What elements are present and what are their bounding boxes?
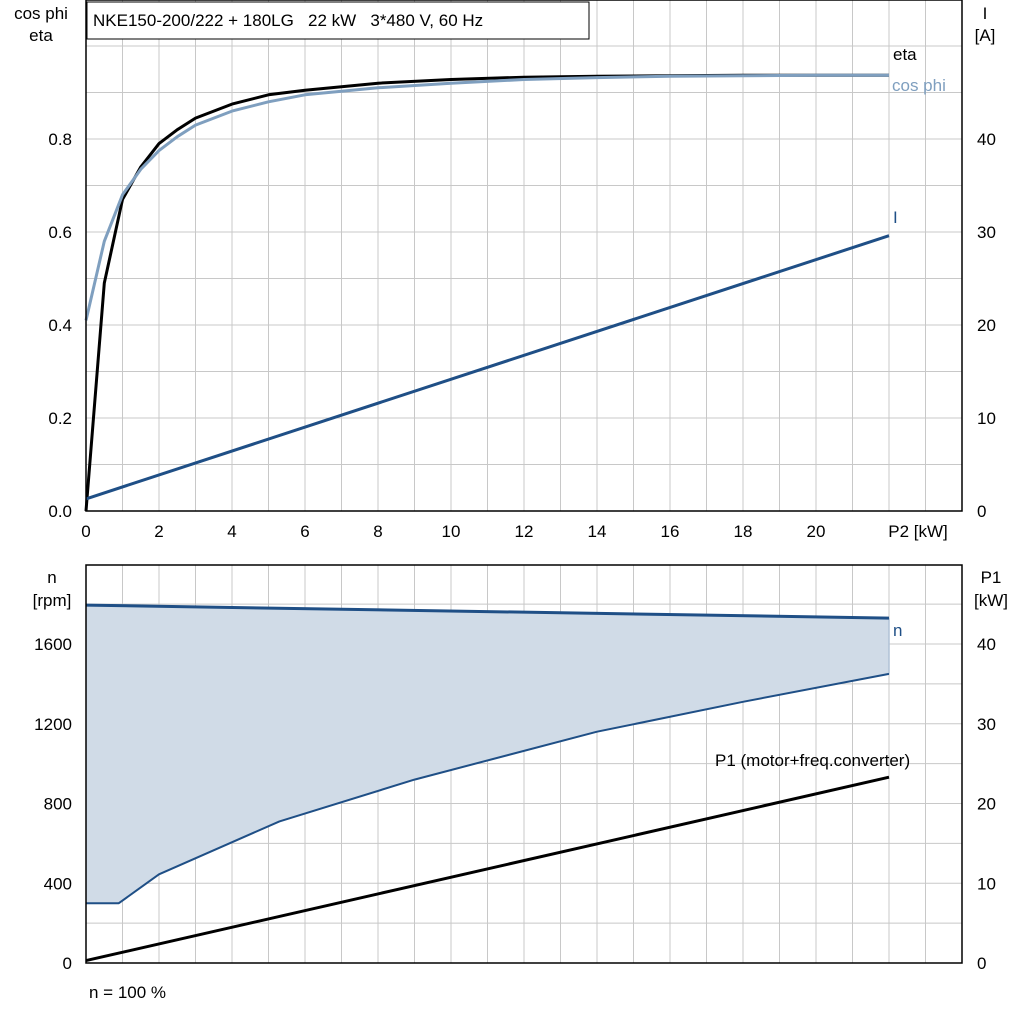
top-right-tick-label: 10 — [977, 409, 996, 428]
top-left-tick-label: 0.0 — [48, 502, 72, 521]
p1-curve — [85, 775, 890, 963]
speed-footnote: n = 100 % — [89, 983, 166, 1002]
bottom-right-tick-label: 10 — [977, 874, 996, 893]
top-right-tick-label: 0 — [977, 502, 986, 521]
bottom-left-tick-label: 400 — [44, 874, 72, 893]
bottom-series — [85, 603, 890, 963]
bottom-left-axis-label-1: n — [47, 568, 56, 587]
min-speed-curve — [86, 672, 890, 905]
eta-series-label: eta — [893, 45, 917, 64]
bottom-right-tick-label: 0 — [977, 954, 986, 973]
tick-labels: 0 2 4 6 8 10 12 14 16 18 20 0.0 0.2 0.4 0.6 0.8 0 10 20 30 4… — [34, 130, 996, 973]
x-tick-label: 8 — [373, 522, 382, 541]
top-left-tick-label: 0.8 — [48, 130, 72, 149]
top-left-tick-label: 0.4 — [48, 316, 72, 335]
x-tick-label: 2 — [154, 522, 163, 541]
bottom-left-tick-label: 1200 — [34, 715, 72, 734]
speed-series-label: n — [893, 621, 902, 640]
current-series-label: I — [893, 208, 898, 227]
bottom-right-tick-label: 20 — [977, 795, 996, 814]
top-left-tick-label: 0.2 — [48, 409, 72, 428]
current-curve — [85, 234, 890, 501]
bottom-right-axis-label-2: [kW] — [974, 591, 1008, 610]
top-right-tick-label: 20 — [977, 316, 996, 335]
bottom-right-tick-label: 40 — [977, 635, 996, 654]
cosphi-curve — [84, 73, 889, 321]
top-series — [84, 73, 890, 512]
x-tick-label: 10 — [442, 522, 461, 541]
x-tick-label: 4 — [227, 522, 236, 541]
x-tick-label: 18 — [734, 522, 753, 541]
x-tick-label: 16 — [661, 522, 680, 541]
cosphi-series-label: cos phi — [892, 76, 946, 95]
speed-band-area — [86, 605, 889, 904]
x-tick-label: 0 — [81, 522, 90, 541]
speed-range-band — [86, 605, 890, 904]
top-right-axis-label-1: I — [983, 4, 988, 23]
bottom-grid — [85, 565, 962, 964]
x-axis-label: P2 [kW] — [888, 522, 948, 541]
bottom-right-axis-label-1: P1 — [981, 568, 1002, 587]
top-left-axis-label-1: cos phi — [14, 4, 68, 23]
bottom-left-axis-label-2: [rpm] — [33, 591, 72, 610]
bottom-left-tick-label: 800 — [44, 795, 72, 814]
plot-frames — [85, 0, 963, 964]
top-right-axis-label-2: [A] — [975, 26, 996, 45]
x-tick-label: 20 — [807, 522, 826, 541]
top-left-axis-label-2: eta — [29, 26, 53, 45]
top-right-tick-label: 30 — [977, 223, 996, 242]
bottom-left-tick-label: 0 — [63, 954, 72, 973]
title-box — [86, 1, 590, 40]
bottom-left-tick-label: 1600 — [34, 635, 72, 654]
p1-series-label: P1 (motor+freq.converter) — [715, 751, 910, 770]
top-right-tick-label: 40 — [977, 130, 996, 149]
top-plot-frame — [85, 0, 963, 512]
top-left-tick-label: 0.6 — [48, 223, 72, 242]
chart-title: NKE150-200/222 + 180LG 22 kW 3*480 V, 60… — [93, 11, 483, 30]
bottom-right-tick-label: 30 — [977, 715, 996, 734]
x-tick-label: 6 — [300, 522, 309, 541]
bottom-plot-frame — [85, 564, 963, 964]
x-tick-label: 12 — [515, 522, 534, 541]
x-tick-label: 14 — [588, 522, 607, 541]
max-speed-curve — [85, 603, 890, 620]
